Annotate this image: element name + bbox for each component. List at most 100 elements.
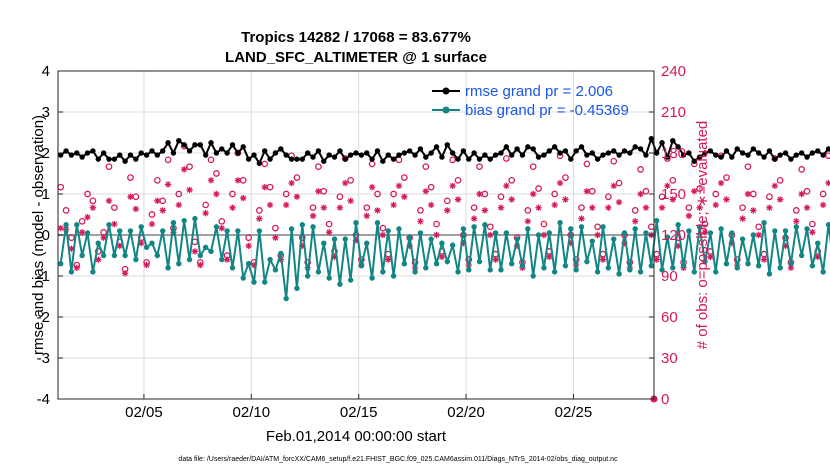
bias-point	[433, 261, 440, 267]
bias-point	[573, 267, 579, 273]
evaluated-count-marker	[406, 242, 413, 250]
evaluated-count-marker	[325, 229, 333, 236]
rmse-point	[535, 154, 542, 160]
rmse-point	[739, 150, 746, 156]
rmse-point	[229, 142, 236, 148]
rmse-point	[756, 150, 762, 156]
bias-point	[165, 265, 171, 271]
rmse-point	[605, 150, 612, 156]
bias-point	[546, 230, 552, 236]
evaluated-count-marker	[551, 201, 558, 209]
evaluated-count-marker	[159, 207, 166, 214]
evaluated-count-marker	[245, 242, 252, 250]
bias-point	[670, 265, 676, 271]
evaluated-count-marker	[497, 204, 505, 211]
rmse-point	[412, 152, 418, 158]
evaluated-count-marker	[68, 245, 75, 252]
possible-count-marker	[723, 174, 730, 181]
evaluated-count-marker	[352, 237, 360, 244]
possible-count-marker	[164, 156, 172, 164]
evaluated-count-marker	[266, 201, 274, 209]
rmse-point	[160, 148, 166, 154]
bias-point	[444, 258, 450, 265]
bias-point	[449, 242, 456, 248]
bias-point	[627, 267, 633, 273]
evaluated-count-marker	[487, 231, 494, 239]
bias-point	[772, 228, 778, 234]
possible-count-marker	[62, 207, 70, 214]
bias-point	[79, 252, 85, 259]
bias-point	[90, 269, 96, 275]
rmse-point	[798, 150, 805, 156]
evaluated-count-marker	[202, 209, 209, 217]
evaluated-count-marker	[89, 204, 97, 211]
rmse-point	[541, 152, 547, 158]
possible-count-marker	[696, 185, 703, 192]
evaluated-count-marker	[809, 229, 816, 236]
legend-bias-marker	[442, 106, 450, 114]
rmse-point	[197, 142, 203, 148]
rmse-point	[138, 150, 144, 156]
rmse-point	[417, 146, 424, 152]
bias-point	[423, 265, 429, 271]
possible-count-marker	[374, 190, 381, 198]
bias-point	[127, 228, 134, 234]
bias-point	[256, 228, 263, 234]
evaluated-count-marker	[433, 231, 440, 239]
rmse-point	[170, 150, 177, 156]
rmse-point	[278, 146, 284, 152]
rmse-point	[149, 148, 155, 154]
rmse-point	[374, 148, 381, 154]
rmse-point	[696, 154, 703, 160]
rmse-point	[122, 158, 128, 164]
evaluated-count-marker	[728, 240, 736, 247]
bias-point	[793, 224, 799, 230]
bias-point	[525, 226, 531, 232]
possible-count-marker	[309, 204, 317, 212]
evaluated-count-marker	[685, 212, 693, 220]
chart-title-line2: LAND_SFC_ALTIMETER @ 1 surface	[225, 49, 487, 66]
bias-point	[202, 244, 209, 250]
possible-count-marker	[400, 174, 408, 181]
right-tick-label: 240	[661, 63, 686, 80]
evaluated-count-marker	[197, 261, 204, 269]
rmse-point	[487, 156, 493, 162]
rmse-point	[95, 156, 101, 162]
evaluated-count-marker	[401, 193, 408, 200]
possible-count-marker	[653, 250, 661, 258]
possible-count-marker	[315, 163, 322, 171]
possible-count-marker	[127, 174, 134, 181]
evaluated-count-marker	[610, 182, 617, 189]
evaluated-count-marker	[562, 196, 569, 203]
evaluated-count-marker	[116, 242, 123, 250]
possible-count-marker	[105, 163, 113, 171]
rmse-point	[288, 156, 295, 162]
rmse-point	[788, 156, 794, 162]
rmse-point	[670, 138, 676, 144]
rmse-point	[584, 152, 590, 158]
bias-point	[122, 252, 128, 259]
possible-count-marker	[755, 223, 763, 231]
rmse-point	[815, 148, 821, 154]
evaluated-count-marker	[605, 204, 612, 211]
rmse-point	[240, 144, 246, 150]
rmse-point	[213, 150, 220, 156]
possible-count-marker	[256, 207, 263, 214]
rmse-point	[509, 152, 515, 158]
evaluated-count-marker	[712, 201, 719, 209]
possible-count-marker	[422, 163, 430, 171]
bias-point	[138, 224, 144, 230]
bias-point	[197, 252, 203, 259]
evaluated-count-marker	[84, 214, 91, 221]
bias-point	[471, 224, 477, 230]
rmse-point	[449, 150, 456, 156]
rmse-point	[401, 150, 408, 156]
possible-count-marker	[443, 197, 451, 205]
bias-point	[809, 263, 816, 269]
bias-point	[294, 285, 300, 291]
evaluated-count-marker	[696, 204, 703, 211]
left-tick-label: 2	[42, 145, 50, 162]
evaluated-count-marker	[180, 166, 188, 173]
rmse-point	[133, 156, 139, 162]
rmse-point	[632, 144, 638, 150]
